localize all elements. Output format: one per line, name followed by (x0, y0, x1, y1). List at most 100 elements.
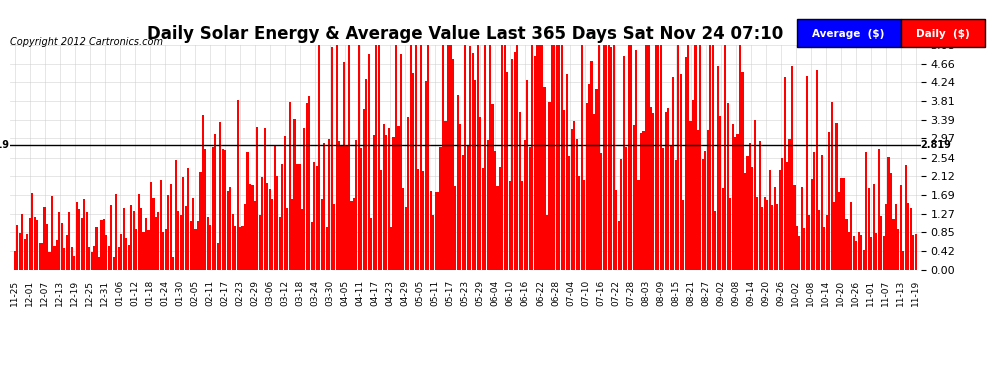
Bar (722, 189, 724, 270)
Bar (227, 192, 229, 270)
Bar (331, 47, 333, 270)
Bar (672, 77, 674, 270)
Bar (461, 155, 464, 270)
Bar (842, 178, 845, 270)
Bar (838, 192, 841, 270)
Bar (737, 134, 739, 270)
Bar (816, 70, 818, 270)
Bar (662, 148, 664, 270)
Bar (232, 214, 234, 270)
Bar (130, 206, 133, 270)
Bar (417, 170, 420, 270)
Bar (437, 192, 440, 270)
Bar (719, 116, 722, 270)
Bar (501, 45, 504, 270)
Bar (83, 199, 85, 270)
Bar (248, 184, 251, 270)
Bar (751, 168, 753, 270)
Bar (486, 140, 489, 270)
Bar (288, 102, 291, 270)
Bar (343, 62, 346, 270)
Bar (93, 246, 95, 270)
Bar (823, 227, 826, 270)
Bar (197, 220, 199, 270)
Bar (558, 45, 560, 270)
Bar (422, 171, 425, 270)
Bar (694, 45, 697, 270)
Bar (860, 234, 862, 270)
Bar (481, 168, 484, 270)
Bar (489, 45, 491, 270)
Bar (689, 121, 692, 270)
Bar (380, 170, 382, 270)
Bar (449, 45, 451, 270)
Bar (446, 45, 449, 270)
Bar (31, 192, 34, 270)
Bar (880, 216, 882, 270)
Bar (625, 147, 628, 270)
Bar (435, 192, 437, 270)
Bar (26, 234, 29, 270)
Bar (194, 230, 197, 270)
Bar (479, 117, 481, 270)
Bar (836, 123, 838, 270)
Bar (177, 211, 179, 270)
Bar (654, 45, 657, 270)
Bar (877, 149, 880, 270)
Bar (786, 162, 788, 270)
Bar (88, 247, 90, 270)
Bar (573, 121, 575, 270)
Bar (432, 215, 435, 270)
Bar (464, 45, 466, 270)
Bar (687, 45, 689, 270)
Bar (135, 229, 138, 270)
Bar (229, 187, 232, 270)
Bar (560, 45, 563, 270)
Bar (831, 102, 833, 270)
Bar (268, 189, 271, 270)
Bar (756, 197, 758, 270)
Bar (425, 81, 427, 270)
Bar (585, 103, 588, 270)
Bar (865, 152, 867, 270)
Bar (875, 232, 877, 270)
Bar (494, 151, 496, 270)
Bar (123, 208, 125, 270)
Bar (598, 45, 600, 270)
Bar (234, 226, 237, 270)
Bar (623, 56, 625, 270)
Bar (902, 251, 905, 270)
Bar (640, 133, 643, 270)
Bar (712, 45, 714, 270)
Bar (306, 103, 308, 270)
Bar (667, 108, 669, 270)
Bar (365, 79, 367, 270)
Bar (454, 186, 456, 270)
Bar (570, 129, 573, 270)
Bar (65, 235, 68, 270)
Bar (318, 45, 321, 270)
Bar (895, 204, 897, 270)
Bar (541, 45, 544, 270)
Bar (826, 215, 828, 270)
Bar (806, 76, 808, 270)
Bar (808, 215, 811, 270)
Bar (563, 110, 565, 270)
Bar (430, 191, 432, 270)
Bar (138, 194, 140, 270)
Bar (143, 232, 145, 270)
Bar (524, 140, 526, 270)
Bar (440, 147, 442, 270)
Bar (474, 80, 476, 270)
Bar (778, 170, 781, 270)
Bar (471, 53, 474, 270)
Bar (420, 45, 422, 270)
Bar (301, 209, 303, 270)
Bar (333, 204, 336, 270)
Bar (293, 119, 296, 270)
Text: Daily  ($): Daily ($) (916, 29, 969, 39)
Bar (897, 229, 900, 270)
Bar (781, 158, 783, 270)
Bar (323, 143, 326, 270)
Bar (766, 200, 768, 270)
